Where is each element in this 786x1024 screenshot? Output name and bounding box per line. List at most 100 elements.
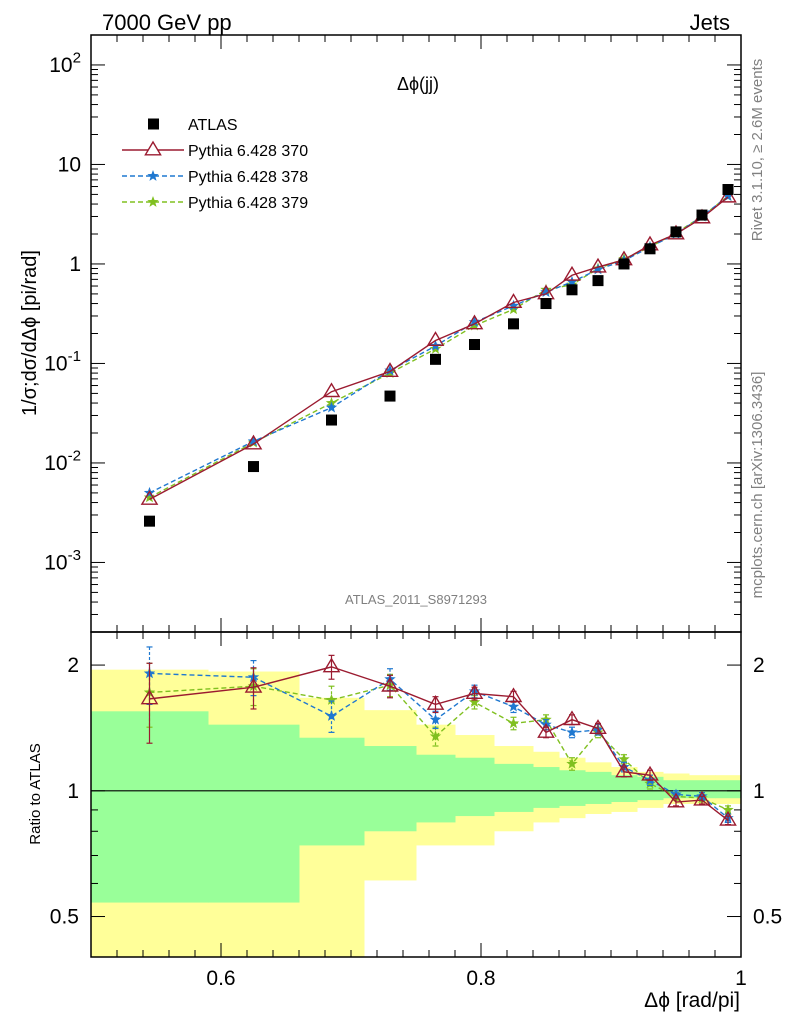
main-y-tick-label: 10-1: [44, 348, 81, 375]
ratio-series: [140, 654, 737, 826]
x-tick-label: 1: [735, 967, 747, 990]
legend: ATLAS Pythia 6.428 370 Pythia 6.428 378 Pyt…: [122, 117, 308, 212]
ratio-y-tick-label-right: 2: [753, 654, 765, 677]
legend-item: Pythia 6.428 378: [122, 169, 308, 186]
data-point: [384, 390, 396, 402]
ratio-point: [589, 719, 607, 734]
main-point: [244, 434, 263, 450]
ratio-point: [507, 700, 520, 712]
ratio-panel: 0.5 0.5 1 1 2 2 0.6 0.8 1: [50, 631, 782, 990]
uncertainty-bands: [91, 669, 741, 957]
main-point: [247, 435, 260, 447]
main-point: [322, 382, 341, 398]
main-point: [426, 331, 445, 347]
ratio-point: [667, 792, 685, 808]
main-point: [563, 265, 581, 281]
main-y-tick-label: 10-2: [44, 448, 81, 475]
ratio-y-tick-label-right: 0.5: [753, 906, 782, 929]
main-panel: 10-3 10-2 10-1 1 10 102 Δϕ(jj) ATLAS_2011_S89…: [44, 34, 742, 633]
data-point: [592, 275, 604, 287]
main-series-line: [149, 195, 729, 499]
ratio-point: [504, 687, 523, 703]
legend-label: Pythia 6.428 379: [188, 195, 308, 212]
x-axis-label: Δϕ [rad/pi]: [644, 989, 740, 1012]
data-point: [248, 461, 259, 473]
main-y-tick-label: 10: [58, 153, 81, 176]
ratio-frame: [90, 631, 742, 958]
main-point: [381, 362, 399, 377]
inner-band-bin: [533, 767, 560, 808]
ratio-point: [618, 753, 630, 765]
data-point: [540, 298, 552, 310]
ratio-point: [507, 717, 520, 729]
ratio-ticks: 0.5 0.5 1 1 2 2 0.6 0.8 1: [50, 632, 782, 990]
main-point: [468, 319, 481, 331]
main-y-tick-label: 10-3: [44, 547, 81, 574]
ratio-y-tick-label: 2: [67, 654, 79, 677]
ratio-point: [381, 676, 399, 692]
main-point: [566, 275, 578, 287]
main-series-atlas: [144, 184, 734, 527]
ratio-point: [615, 762, 633, 778]
data-point: [326, 414, 337, 426]
inner-band-bin: [364, 746, 417, 832]
inner-band-bin: [585, 771, 612, 804]
legend-label: Pythia 6.428 378: [188, 169, 308, 186]
inner-band-bin: [208, 724, 300, 903]
ratio-y-tick-label: 1: [67, 780, 79, 803]
ratio-point: [641, 765, 659, 781]
ratio-point: [468, 696, 481, 708]
main-point: [384, 364, 396, 376]
data-point: [722, 184, 734, 196]
data-point: [144, 515, 155, 527]
data-point: [670, 226, 682, 238]
main-series-line: [149, 196, 729, 501]
mcplots-label: mcplots.cern.ch [arXiv:1306.3436]: [749, 372, 766, 599]
inner-band-bin: [494, 763, 534, 812]
main-series: [140, 187, 737, 505]
main-point: [540, 286, 552, 298]
main-title: Δϕ(jj): [397, 74, 439, 94]
main-point: [465, 314, 484, 330]
legend-swatch: [147, 196, 159, 207]
legend-item: Pythia 6.428 379: [122, 195, 308, 212]
data-point: [696, 209, 708, 221]
x-tick-label: 0.6: [206, 967, 235, 990]
main-y-tick-label: 1: [69, 253, 81, 276]
data-point: [469, 339, 480, 351]
ratio-point: [563, 710, 581, 726]
data-point: [508, 318, 519, 330]
main-point: [325, 401, 338, 413]
ratio-point: [719, 810, 737, 826]
inner-band-bin: [611, 775, 638, 803]
ratio-point: [693, 790, 711, 806]
main-y-label: 1/σ;dσ/dΔϕ [pi/rad]: [19, 250, 41, 416]
inner-band-bin: [689, 780, 716, 799]
inner-band-bin: [416, 754, 456, 823]
main-series: [143, 190, 734, 498]
main-point: [589, 257, 607, 273]
inner-band-bin: [455, 757, 495, 817]
legend-label: ATLAS: [188, 117, 238, 134]
main-point: [719, 187, 737, 203]
ratio-point: [325, 693, 338, 705]
legend-swatch: [148, 118, 159, 130]
analysis-id: ATLAS_2011_S8971293: [345, 592, 487, 607]
data-point: [566, 284, 578, 296]
legend-swatch: [147, 170, 159, 181]
ratio-y-label: Ratio to ATLAS: [27, 743, 44, 844]
ratio-point: [566, 757, 578, 769]
ratio-point: [322, 657, 341, 673]
ratio-point: [140, 689, 159, 705]
ratio-point: [429, 713, 442, 725]
inner-band-bin: [559, 770, 586, 806]
main-y-tick-label: 102: [49, 50, 81, 77]
data-point: [430, 353, 441, 365]
inner-band-bin: [715, 780, 741, 799]
legend-swatch: [144, 140, 162, 156]
main-point: [592, 263, 604, 275]
ratio-point: [537, 723, 555, 738]
main-point: [507, 303, 520, 315]
ratio-point: [244, 677, 263, 693]
